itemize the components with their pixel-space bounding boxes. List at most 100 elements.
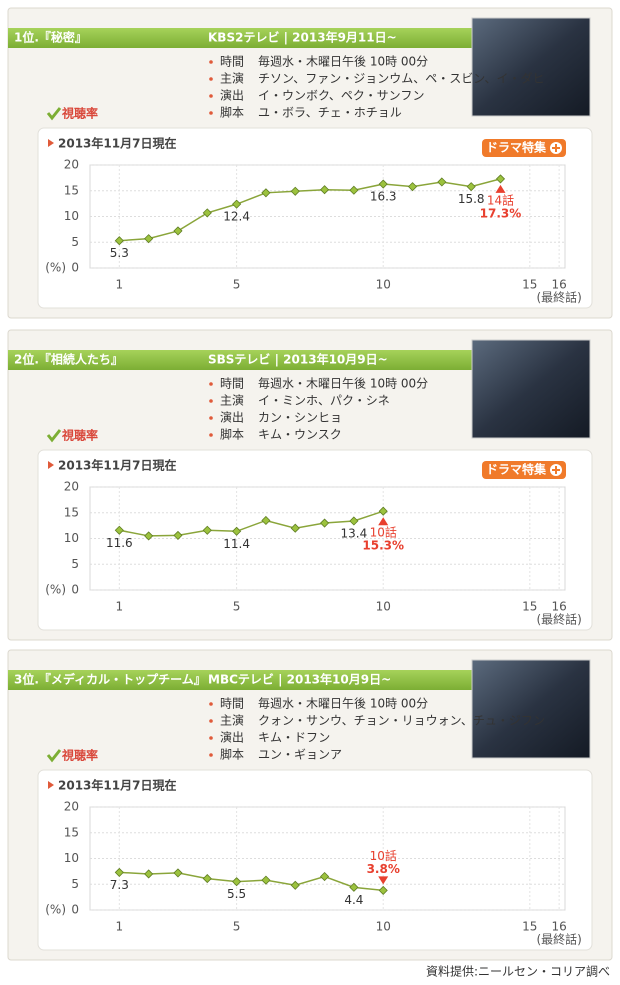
value-label: 5.5 — [227, 887, 246, 901]
highlight-arrow — [495, 184, 506, 193]
point — [173, 226, 183, 236]
series-line — [119, 871, 384, 892]
x-tick-label: 1 — [116, 920, 124, 934]
bullet — [209, 77, 213, 81]
last-episode-label: 10話 — [370, 525, 397, 540]
feature-button-text: ドラマ特集 — [486, 140, 547, 155]
x-tick-label: 16 — [551, 920, 566, 934]
rank-title: 1位.『秘密』 — [14, 30, 87, 45]
value-label: 15.8 — [458, 192, 485, 206]
value-label: 13.4 — [341, 526, 368, 540]
y-axis-label: (%) — [45, 261, 66, 275]
rank-title: 3位.『メディカル・トップチーム』 — [14, 672, 206, 687]
thumbnail — [471, 659, 591, 759]
x-tick-label: 15 — [522, 920, 537, 934]
point — [495, 174, 506, 184]
feature-button[interactable] — [482, 139, 566, 157]
info-value: キム・ドフン — [258, 731, 330, 745]
highlight-arrow — [378, 517, 389, 526]
x-note: (最終話) — [536, 612, 581, 627]
y-tick-label: 10 — [64, 851, 79, 865]
chart-box — [37, 769, 593, 951]
rank-title: 2位.『相続人たち』 — [14, 352, 123, 367]
bullet — [209, 382, 213, 386]
point — [290, 523, 300, 533]
y-tick-label: 5 — [71, 557, 79, 571]
chart-title: 2013年11月7日現在 — [58, 136, 176, 151]
x-tick-label: 1 — [116, 600, 124, 614]
check-icon — [46, 107, 62, 121]
point — [202, 874, 212, 884]
bullet — [209, 60, 213, 64]
point — [349, 882, 359, 892]
y-tick-label: 5 — [71, 235, 79, 249]
point — [202, 525, 212, 535]
rating-heading: 視聴率 — [61, 106, 98, 121]
bullet — [209, 416, 213, 420]
point — [320, 518, 330, 528]
info-value: イ・ミンホ、パク・シネ — [258, 394, 390, 408]
info-value: チソン、ファン・ジョンウム、ペ・スビン、イ・ダヒ — [258, 71, 545, 86]
point — [261, 515, 271, 526]
point — [202, 208, 212, 218]
info-label: 時間 — [220, 377, 244, 391]
point — [173, 530, 183, 540]
point — [407, 182, 418, 192]
info-value: イ・ウンボク、ペク・サンフン — [258, 89, 425, 103]
check-icon — [46, 749, 62, 763]
point — [290, 186, 300, 196]
value-label: 4.4 — [344, 893, 363, 907]
x-tick-label: 16 — [551, 278, 566, 292]
y-tick-label: 5 — [71, 877, 79, 891]
x-tick-label: 10 — [376, 920, 391, 934]
y-tick-label: 15 — [64, 183, 79, 197]
point — [378, 179, 388, 189]
last-value-label: 3.8% — [367, 862, 400, 876]
info-value: ユン・ギョンア — [258, 748, 342, 762]
point — [144, 234, 154, 244]
info-value: キム・ウンスク — [258, 428, 342, 442]
info-label: 主演 — [220, 713, 244, 728]
chart-box — [37, 449, 593, 631]
x-tick-label: 15 — [522, 600, 537, 614]
point — [378, 506, 388, 516]
feature-button[interactable] — [482, 461, 566, 479]
y-tick-label: 20 — [64, 800, 79, 814]
rating-heading: 視聴率 — [61, 748, 98, 763]
bullet — [209, 111, 213, 115]
y-tick-label: 15 — [64, 825, 79, 839]
check-icon — [46, 429, 62, 443]
point — [261, 875, 271, 885]
point — [173, 868, 183, 878]
last-episode-label: 10話 — [370, 848, 397, 863]
bullet — [209, 433, 213, 437]
x-tick-label: 10 — [376, 278, 391, 292]
info-label: 演出 — [220, 730, 244, 745]
x-note: (最終話) — [536, 932, 581, 947]
info-label: 時間 — [220, 697, 244, 711]
value-label: 11.6 — [106, 536, 133, 550]
point — [320, 185, 330, 195]
info-label: 脚本 — [220, 427, 244, 442]
rating-heading: 視聴率 — [61, 428, 98, 443]
chart-box — [37, 127, 593, 309]
info-label: 主演 — [220, 393, 244, 408]
y-tick-label: 10 — [64, 531, 79, 545]
header-bar — [8, 350, 478, 370]
x-note: (最終話) — [536, 290, 581, 305]
value-label: 16.3 — [370, 190, 397, 204]
title-marker — [48, 461, 54, 469]
y-tick-label: 20 — [64, 158, 79, 172]
bullet — [209, 399, 213, 403]
point — [349, 185, 359, 195]
bullet — [209, 94, 213, 98]
bullet — [209, 719, 213, 723]
title-marker — [48, 781, 54, 789]
point — [232, 877, 242, 887]
value-label: 12.4 — [223, 210, 250, 224]
header-bar — [8, 28, 478, 48]
point — [349, 516, 359, 526]
last-value-label: 15.3% — [362, 539, 404, 553]
info-label: 脚本 — [220, 105, 244, 120]
